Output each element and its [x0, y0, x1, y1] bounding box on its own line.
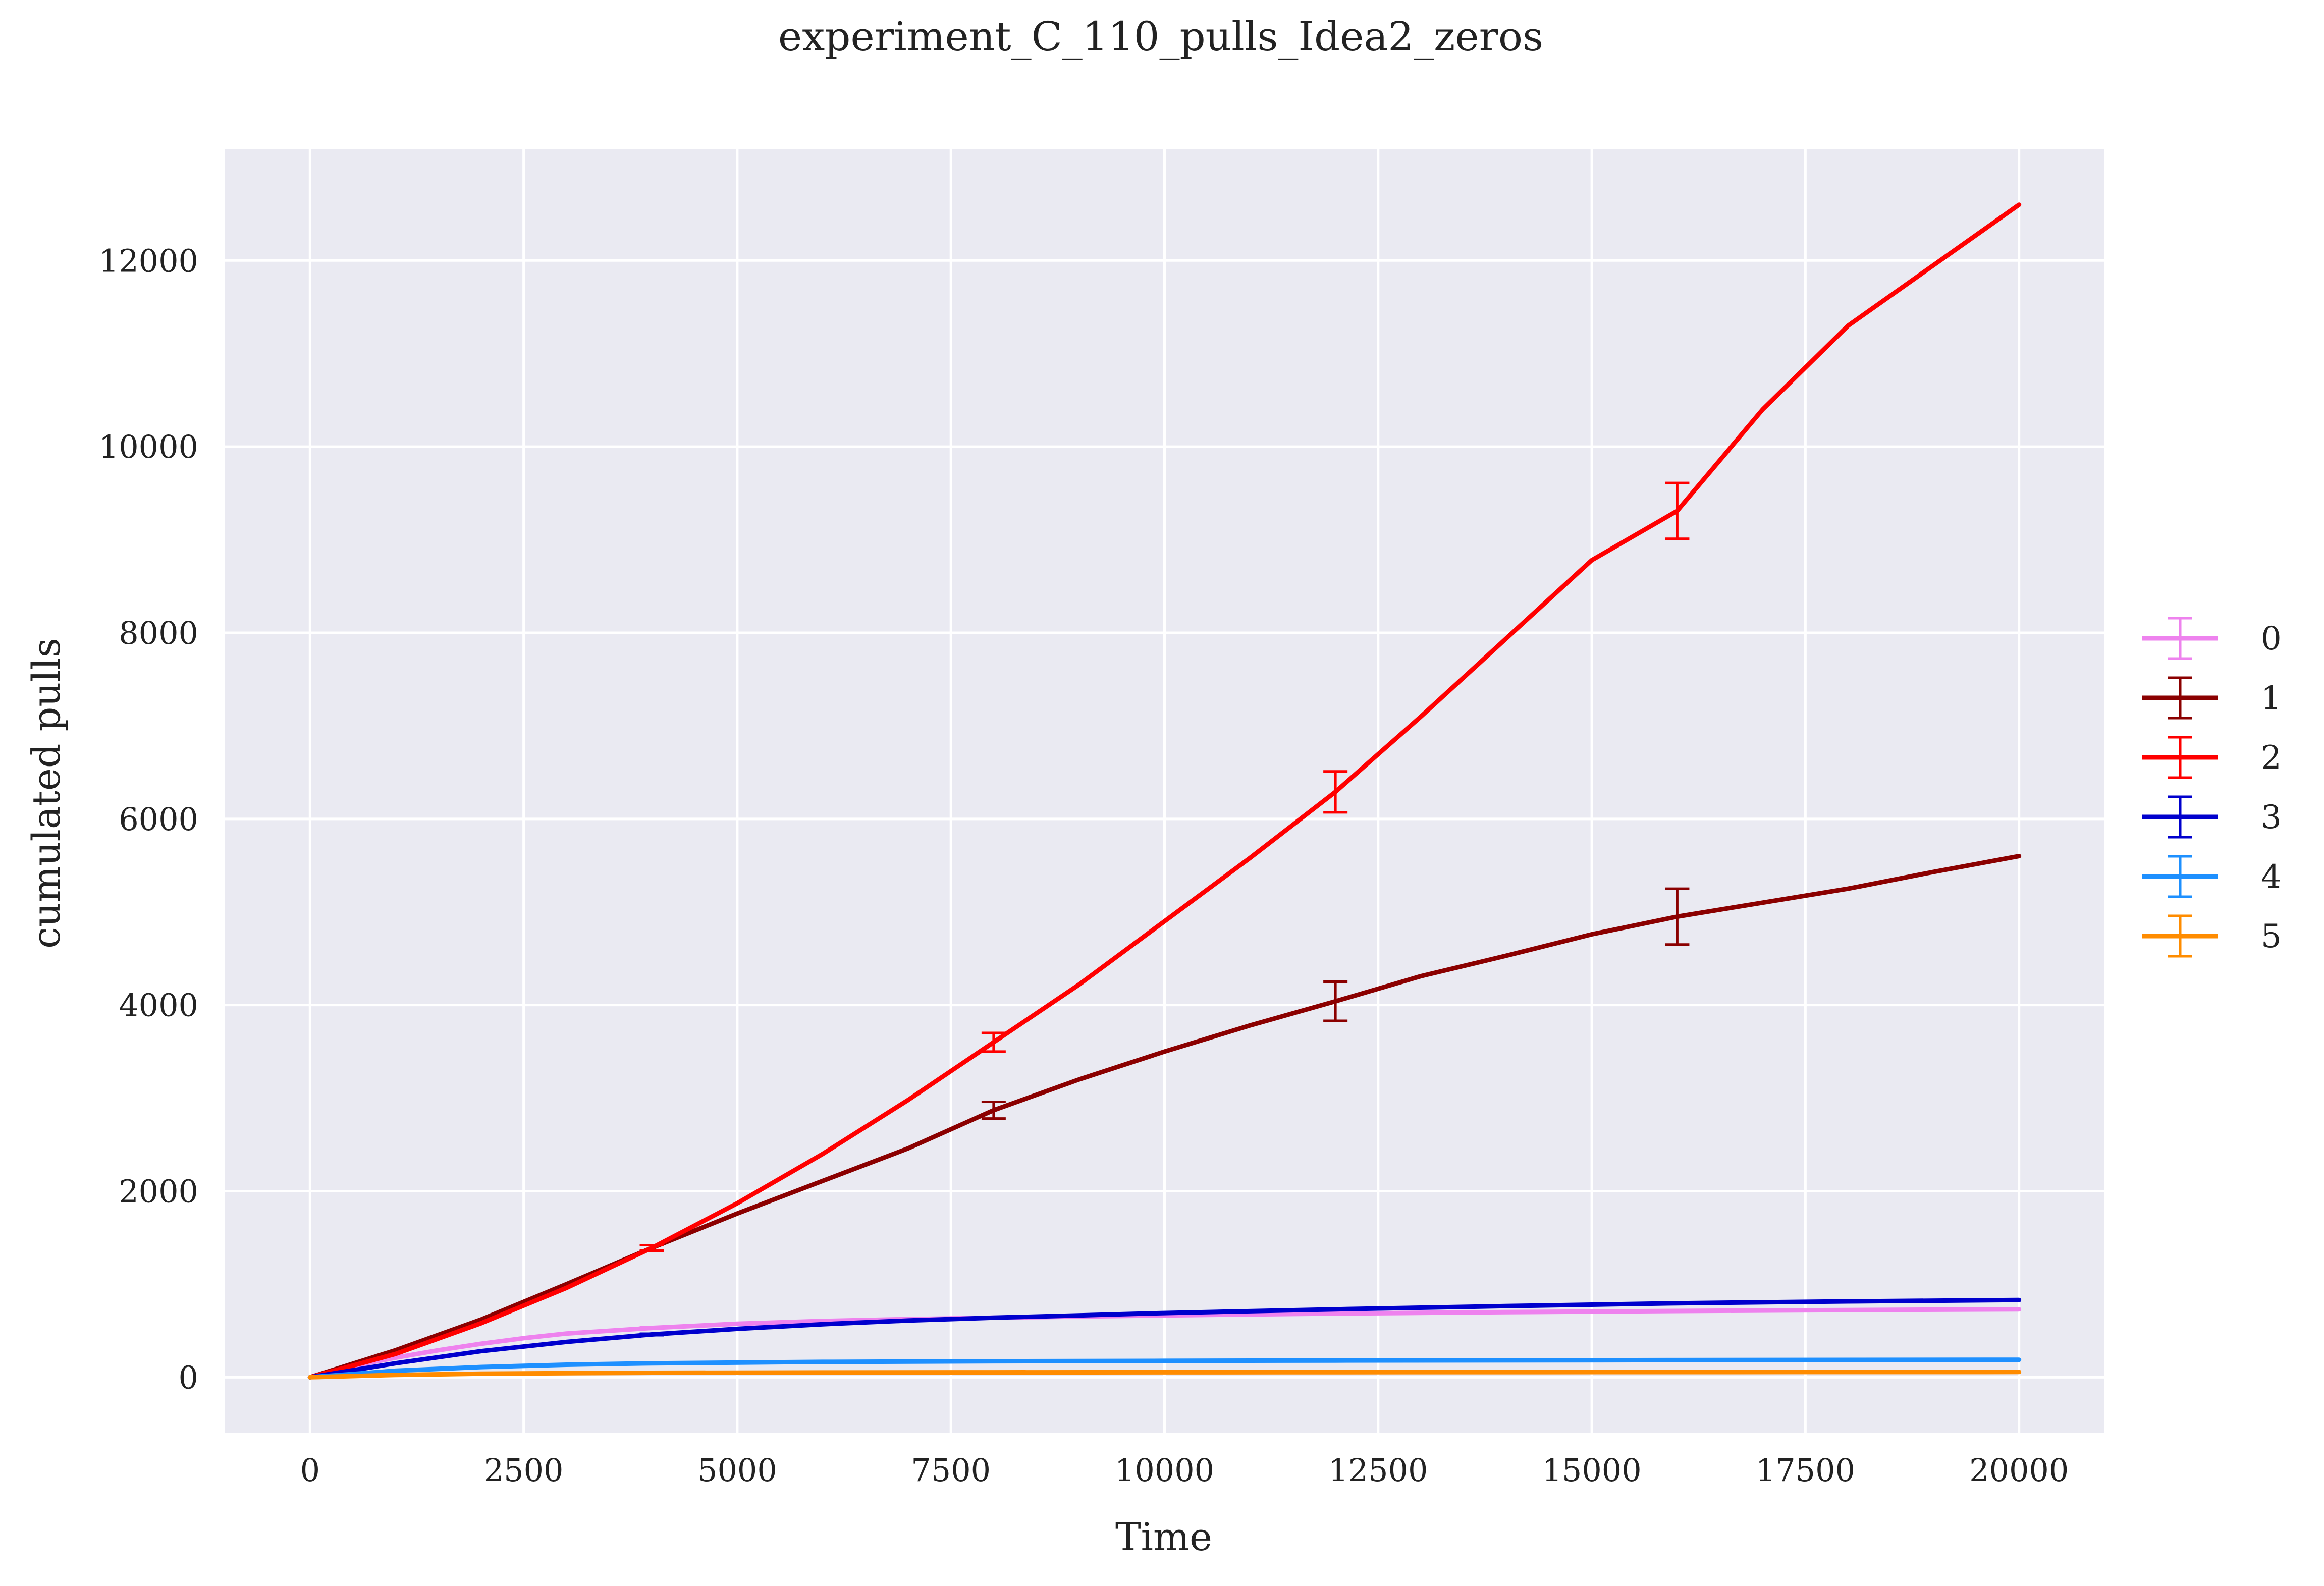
error-bar [1665, 1309, 1690, 1314]
legend-entry-1: 1 [2142, 676, 2282, 720]
x-tick-label: 12500 [1328, 1452, 1428, 1489]
series-4 [307, 1357, 2022, 1380]
error-bar [1665, 1301, 1690, 1305]
series-line [307, 1370, 2022, 1380]
y-tick-label: 12000 [99, 242, 198, 279]
series-line [307, 202, 2022, 1380]
error-bar [639, 1361, 664, 1365]
y-axis-ticks: 0 2000 4000 6000 8000 10000 12000 [99, 242, 198, 1396]
x-tick-label: 0 [300, 1452, 320, 1489]
y-axis-label: cumulated pulls [24, 638, 69, 949]
legend-entry-5: 5 [2142, 914, 2282, 958]
legend-label: 0 [2261, 620, 2282, 658]
error-bar [1323, 1311, 1348, 1316]
grid [225, 149, 2104, 1433]
error-bar [1665, 1358, 1690, 1362]
error-bar [981, 1359, 1006, 1363]
error-bar [1665, 887, 1690, 946]
x-tick-label: 5000 [697, 1452, 777, 1489]
series-5 [307, 1370, 2022, 1380]
series-line [307, 1297, 2022, 1380]
error-bar [1665, 481, 1690, 540]
legend: 0 1 2 3 4 5 [2142, 617, 2282, 958]
x-tick-label: 10000 [1115, 1452, 1214, 1489]
legend-label: 4 [2261, 858, 2282, 896]
legend-entry-4: 4 [2142, 855, 2282, 898]
legend-entry-3: 3 [2142, 795, 2282, 839]
y-tick-label: 8000 [119, 615, 198, 651]
series-line [307, 1357, 2022, 1380]
y-tick-label: 0 [179, 1359, 198, 1396]
y-tick-label: 2000 [119, 1173, 198, 1210]
x-tick-label: 15000 [1542, 1452, 1641, 1489]
x-tick-label: 20000 [1969, 1452, 2069, 1489]
series-line [307, 1307, 2022, 1380]
series-2 [307, 202, 2022, 1380]
series-3 [307, 1297, 2022, 1380]
chart-title: experiment_C_110_pulls_Idea2_zeros [778, 13, 1543, 60]
y-tick-label: 10000 [99, 428, 198, 465]
legend-label: 1 [2261, 680, 2282, 717]
legend-label: 5 [2261, 918, 2282, 955]
y-tick-label: 4000 [119, 987, 198, 1024]
error-bar [1323, 1307, 1348, 1311]
legend-entry-0: 0 [2142, 617, 2282, 660]
error-bar [639, 1332, 664, 1337]
error-bar [981, 1031, 1006, 1053]
legend-label: 3 [2261, 799, 2282, 836]
x-tick-label: 7500 [911, 1452, 991, 1489]
error-bar [639, 1326, 664, 1330]
y-tick-label: 6000 [119, 801, 198, 838]
error-bar [1323, 1358, 1348, 1362]
error-bar [639, 1243, 664, 1252]
legend-entry-2: 2 [2142, 736, 2282, 779]
error-bar [981, 1371, 1006, 1374]
legend-label: 2 [2261, 739, 2282, 777]
x-tick-label: 17500 [1756, 1452, 1855, 1489]
x-tick-label: 2500 [484, 1452, 564, 1489]
error-bar [981, 1100, 1006, 1120]
series-layer [307, 202, 2022, 1380]
error-bar [1323, 1371, 1348, 1374]
error-bar [1323, 770, 1348, 814]
x-axis-ticks: 0 2500 5000 7500 10000 12500 15000 17500 20000 [300, 1452, 2069, 1489]
error-bar [1323, 980, 1348, 1022]
error-bar [981, 1316, 1006, 1320]
x-axis-label: Time [1115, 1514, 1212, 1559]
